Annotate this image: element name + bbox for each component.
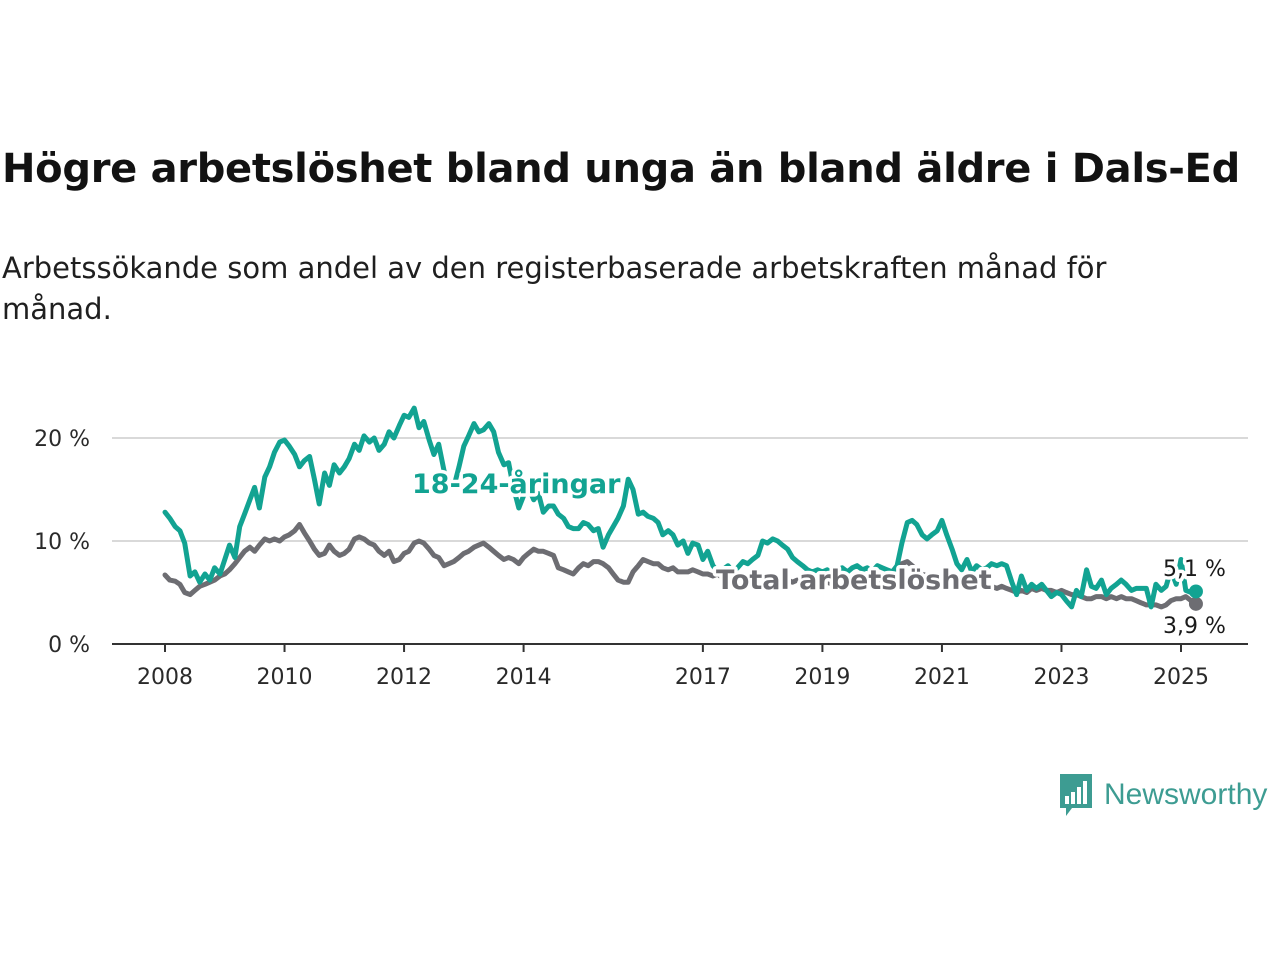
x-tick-label: 2023 <box>1033 665 1089 690</box>
y-tick-label: 10 % <box>34 530 90 555</box>
x-axis: 2008 2010 2012 2014 2017 2019 2021 2023 2025 <box>112 643 1248 690</box>
chart-subtitle: Arbetssökande som andel av den registerb… <box>2 251 1107 326</box>
x-tick-label: 2017 <box>675 665 731 690</box>
series-label-total-halo: Total arbetslöshet <box>716 565 992 596</box>
bar-chart-speech-bubble-icon <box>1060 774 1092 816</box>
end-label-youth-halo: 5,1 % <box>1163 557 1226 582</box>
x-tick-label: 2019 <box>794 665 850 690</box>
grid-lines: 0 % 10 % 20 % <box>34 427 1248 658</box>
series-line-youth <box>162 405 1199 610</box>
line-chart: 0 % 10 % 20 % 2008 2010 2012 2014 2017 2019 2021… <box>34 405 1248 690</box>
series-layer <box>162 405 1203 611</box>
x-tick-label: 2012 <box>376 665 432 690</box>
end-label-total-halo: 3,9 % <box>1163 614 1226 639</box>
series-label-youth: 18-24-åringar <box>412 468 621 500</box>
end-point-youth <box>1188 584 1203 599</box>
x-tick-label: 2025 <box>1153 665 1209 690</box>
series-label-youth-halo: 18-24-åringar <box>412 468 621 500</box>
x-tick-label: 2021 <box>914 665 970 690</box>
x-tick-label: 2014 <box>496 665 552 690</box>
y-tick-label: 0 % <box>48 633 90 658</box>
chart-title: Högre arbetslöshet bland unga än bland ä… <box>2 146 1240 192</box>
brand-logo: Newsworthy <box>1058 772 1267 818</box>
x-tick-label: 2008 <box>137 665 193 690</box>
x-tick-label: 2010 <box>257 665 313 690</box>
end-label-youth: 5,1 % <box>1163 557 1226 582</box>
series-line-total <box>162 522 1199 610</box>
series-label-total: Total arbetslöshet <box>716 565 992 596</box>
end-point-total <box>1188 596 1203 611</box>
brand-name: Newsworthy <box>1104 778 1268 811</box>
end-label-total: 3,9 % <box>1163 614 1226 639</box>
y-tick-label: 20 % <box>34 427 90 452</box>
